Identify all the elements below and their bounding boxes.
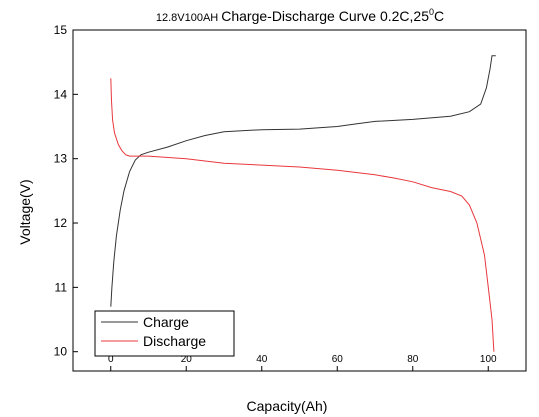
y-tick-label: 11	[55, 280, 68, 294]
title-main: Charge-Discharge Curve 0.2C,25	[221, 8, 429, 24]
y-tick-label: 14	[54, 87, 68, 101]
x-tick-label: 20	[181, 354, 193, 365]
x-tick-label: 80	[407, 354, 419, 365]
x-tick-label: 40	[256, 354, 268, 365]
plot-area-frame	[72, 29, 527, 372]
legend-label-charge: Charge	[143, 314, 189, 330]
legend: Charge Discharge	[94, 310, 235, 357]
series-line-charge	[110, 55, 496, 307]
y-axis-ticks: 10 11 12 13 14 15	[54, 23, 78, 359]
x-tick-label: 100	[480, 354, 497, 365]
y-tick-label: 12	[54, 216, 68, 230]
legend-box	[94, 310, 235, 357]
chart-title: 12.8V100AH Charge-Discharge Curve 0.2C,25…	[156, 7, 444, 24]
series-lines	[110, 55, 496, 352]
y-tick-label: 15	[54, 23, 68, 37]
y-tick-label: 13	[54, 152, 68, 166]
y-axis-label: Voltage(V)	[17, 179, 33, 244]
y-tick-label: 10	[54, 345, 68, 359]
title-suffix: C	[434, 8, 444, 24]
x-axis-ticks: 0 20 40 60 80 100	[108, 354, 497, 371]
x-tick-label: 0	[108, 354, 114, 365]
title-superscript: 0	[429, 7, 434, 17]
x-tick-label: 60	[332, 354, 344, 365]
legend-label-discharge: Discharge	[143, 333, 206, 349]
series-line-discharge	[110, 78, 495, 352]
x-axis-label: Capacity(Ah)	[247, 398, 328, 414]
title-prefix: 12.8V100AH	[156, 12, 218, 24]
